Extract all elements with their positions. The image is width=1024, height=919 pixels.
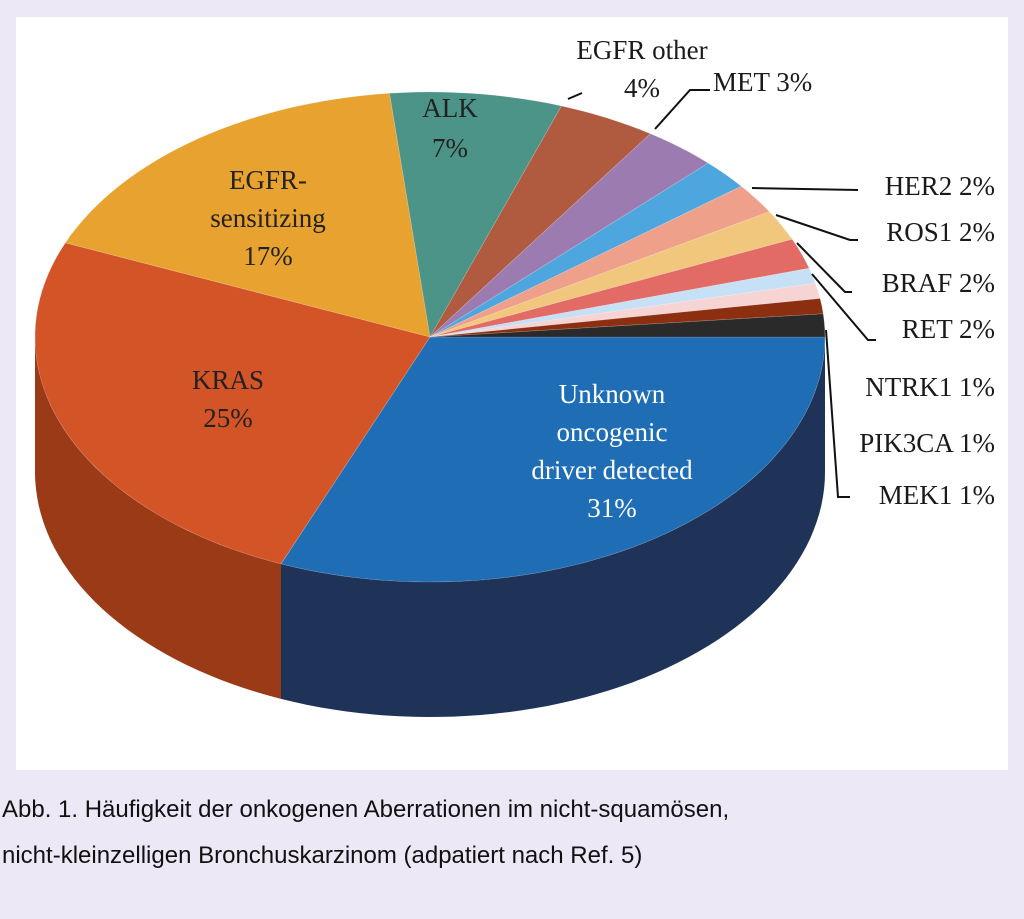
slice-label-her2: HER2 2% [885, 171, 995, 201]
slice-label-ntrk1: NTRK1 1% [865, 372, 995, 402]
leader-line-egfr-other [567, 92, 583, 100]
pie-slice-unknown-oncogenic-driver-detected [280, 336, 826, 583]
pie-slice-egfr-other [429, 105, 651, 338]
pie-side-kras [35, 337, 281, 699]
slice-label-egfr-sensitizing: sensitizing [210, 203, 326, 233]
pie-chart: Unknown oncogenic driver detected 31% KRAS 25… [34, 35, 995, 717]
pie-slice-egfr-sensitizing [64, 92, 431, 338]
caption-line-2: nicht-kleinzelligen Bronchuskarzinom (ad… [2, 842, 643, 869]
slice-label-ret: RET 2% [902, 314, 995, 344]
slice-label-kras: 25% [203, 403, 253, 433]
pie-side-unknown-oncogenic-driver-detected [281, 337, 825, 717]
pie-slice-alk [389, 91, 562, 338]
leader-line-ros1 [775, 214, 858, 241]
slice-label-egfr-sensitizing: EGFR- [229, 165, 307, 195]
slice-label-kras: KRAS [192, 365, 264, 395]
chart-panel: Unknown oncogenic driver detected 31% KRAS 25… [16, 17, 1008, 770]
leader-line-her2 [751, 187, 859, 191]
slice-label-alk: ALK [422, 93, 478, 123]
slice-label-unknown-oncogenic-driver-detected: driver detected [531, 455, 693, 485]
slice-label-mek1: MEK1 1% [879, 480, 995, 510]
slice-label-egfr-other: 4% [624, 73, 660, 103]
slice-label-braf: BRAF 2% [882, 268, 995, 298]
leader-line-mek1 [825, 329, 850, 498]
leader-line-braf [796, 242, 852, 293]
slice-label-egfr-other: EGFR other [576, 35, 707, 65]
slice-label-met: MET 3% [713, 67, 812, 97]
slice-label-unknown-oncogenic-driver-detected: 31% [587, 493, 637, 523]
pie-slice-kras [34, 242, 431, 565]
slice-label-alk: 7% [432, 133, 468, 163]
slice-label-unknown-oncogenic-driver-detected: Unknown [559, 379, 666, 409]
slice-label-ros1: ROS1 2% [886, 217, 995, 247]
pie-slice-unlabeled [429, 313, 826, 338]
leader-line-ret [811, 273, 876, 341]
pie-slice-met [429, 133, 709, 338]
caption-line-1: Abb. 1. Häufigkeit der onkogenen Aberrat… [2, 796, 730, 823]
slice-label-egfr-sensitizing: 17% [243, 241, 293, 271]
slice-label-unknown-oncogenic-driver-detected: oncogenic [557, 417, 668, 447]
slice-label-pik3ca: PIK3CA 1% [859, 428, 995, 458]
leader-line-met [654, 89, 710, 130]
